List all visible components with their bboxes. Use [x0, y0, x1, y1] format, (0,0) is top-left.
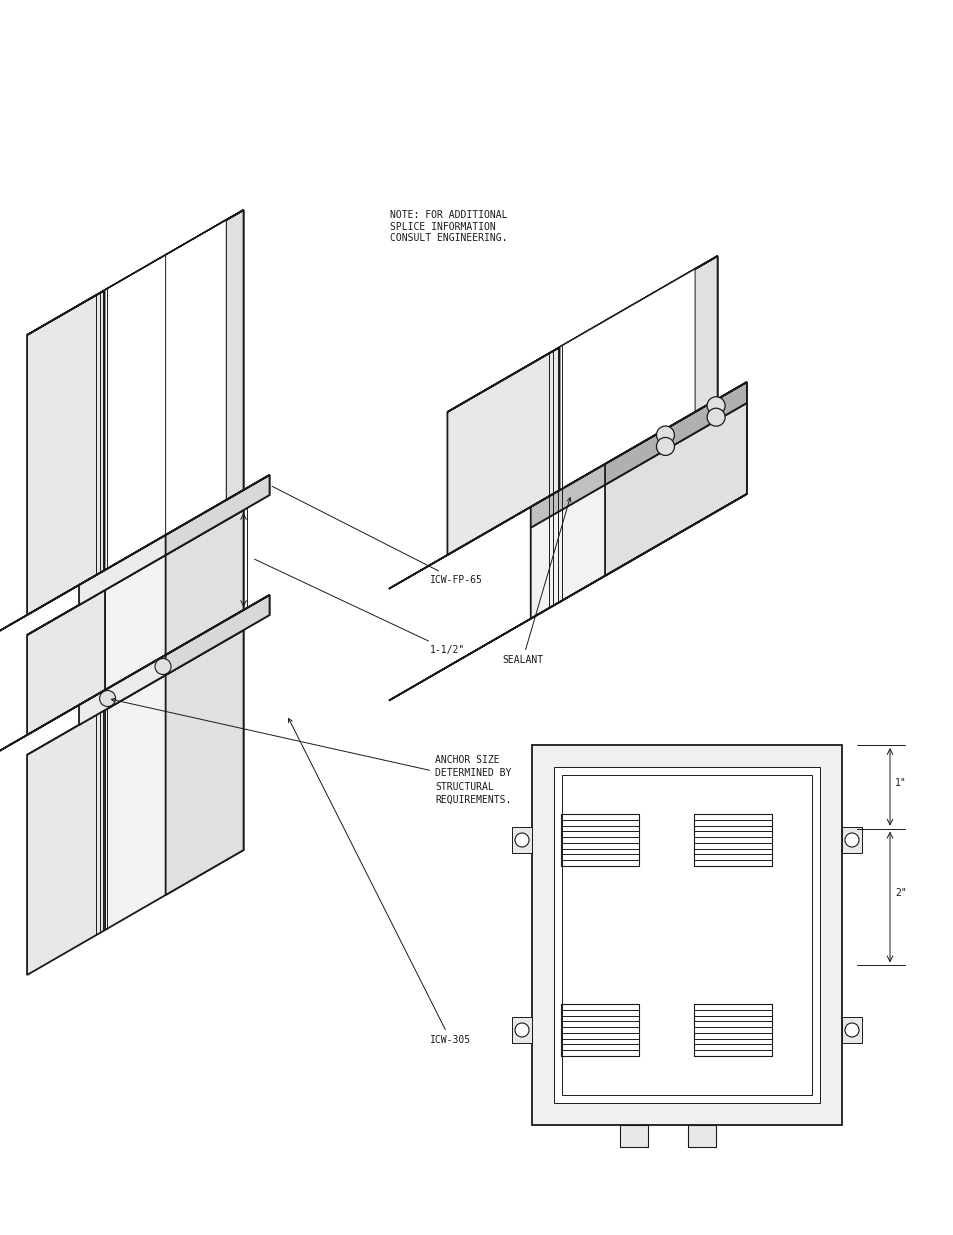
Polygon shape [604, 403, 746, 576]
Polygon shape [619, 1125, 648, 1147]
Bar [560, 1004, 639, 1056]
Circle shape [656, 437, 674, 456]
Polygon shape [532, 745, 841, 1125]
Polygon shape [0, 595, 270, 764]
Polygon shape [841, 1016, 862, 1044]
Polygon shape [166, 595, 270, 676]
Polygon shape [470, 269, 695, 399]
Polygon shape [27, 290, 105, 615]
Polygon shape [27, 710, 105, 974]
Bar [694, 814, 772, 866]
Text: ICW-305: ICW-305 [289, 719, 471, 1045]
Polygon shape [530, 382, 746, 527]
Circle shape [706, 409, 724, 426]
Polygon shape [688, 1125, 716, 1147]
Polygon shape [447, 347, 559, 555]
Polygon shape [105, 510, 243, 690]
Polygon shape [389, 382, 746, 589]
Circle shape [706, 396, 724, 415]
Circle shape [99, 690, 115, 706]
Circle shape [656, 426, 674, 445]
Polygon shape [841, 827, 862, 853]
Polygon shape [105, 630, 243, 930]
Polygon shape [27, 510, 243, 635]
Polygon shape [45, 220, 226, 325]
Polygon shape [27, 630, 243, 755]
Polygon shape [604, 256, 717, 464]
Text: SEALANT: SEALANT [501, 498, 570, 664]
Polygon shape [27, 210, 243, 335]
Circle shape [844, 1023, 858, 1037]
Polygon shape [0, 475, 270, 645]
Polygon shape [166, 210, 243, 535]
Text: ANCHOR SIZE
DETERMINED BY
STRUCTURAL
REQUIREMENTS.: ANCHOR SIZE DETERMINED BY STRUCTURAL REQ… [112, 698, 511, 805]
Text: 1-1/2": 1-1/2" [254, 559, 465, 655]
Bar [694, 1004, 772, 1056]
Polygon shape [530, 403, 746, 619]
Text: 2": 2" [894, 888, 905, 898]
Text: NOTE: FOR ADDITIONAL
SPLICE INFORMATION
CONSULT ENGINEERING.: NOTE: FOR ADDITIONAL SPLICE INFORMATION … [390, 210, 507, 243]
Polygon shape [604, 382, 746, 485]
Text: 1": 1" [894, 778, 905, 788]
Polygon shape [166, 220, 226, 535]
Polygon shape [512, 1016, 532, 1044]
Circle shape [515, 1023, 529, 1037]
Polygon shape [512, 827, 532, 853]
Polygon shape [79, 595, 270, 725]
Circle shape [844, 832, 858, 847]
Polygon shape [105, 210, 243, 571]
Circle shape [154, 658, 171, 674]
Bar [560, 814, 639, 866]
Circle shape [515, 832, 529, 847]
Polygon shape [27, 590, 105, 735]
Polygon shape [389, 494, 746, 700]
Polygon shape [447, 256, 717, 412]
Polygon shape [166, 510, 243, 655]
Polygon shape [554, 767, 820, 1103]
Text: ICW-FP-65: ICW-FP-65 [272, 487, 482, 585]
Polygon shape [166, 475, 270, 555]
Polygon shape [559, 256, 717, 490]
Polygon shape [559, 269, 695, 490]
Polygon shape [166, 630, 243, 895]
Polygon shape [105, 220, 226, 571]
Polygon shape [79, 475, 270, 605]
